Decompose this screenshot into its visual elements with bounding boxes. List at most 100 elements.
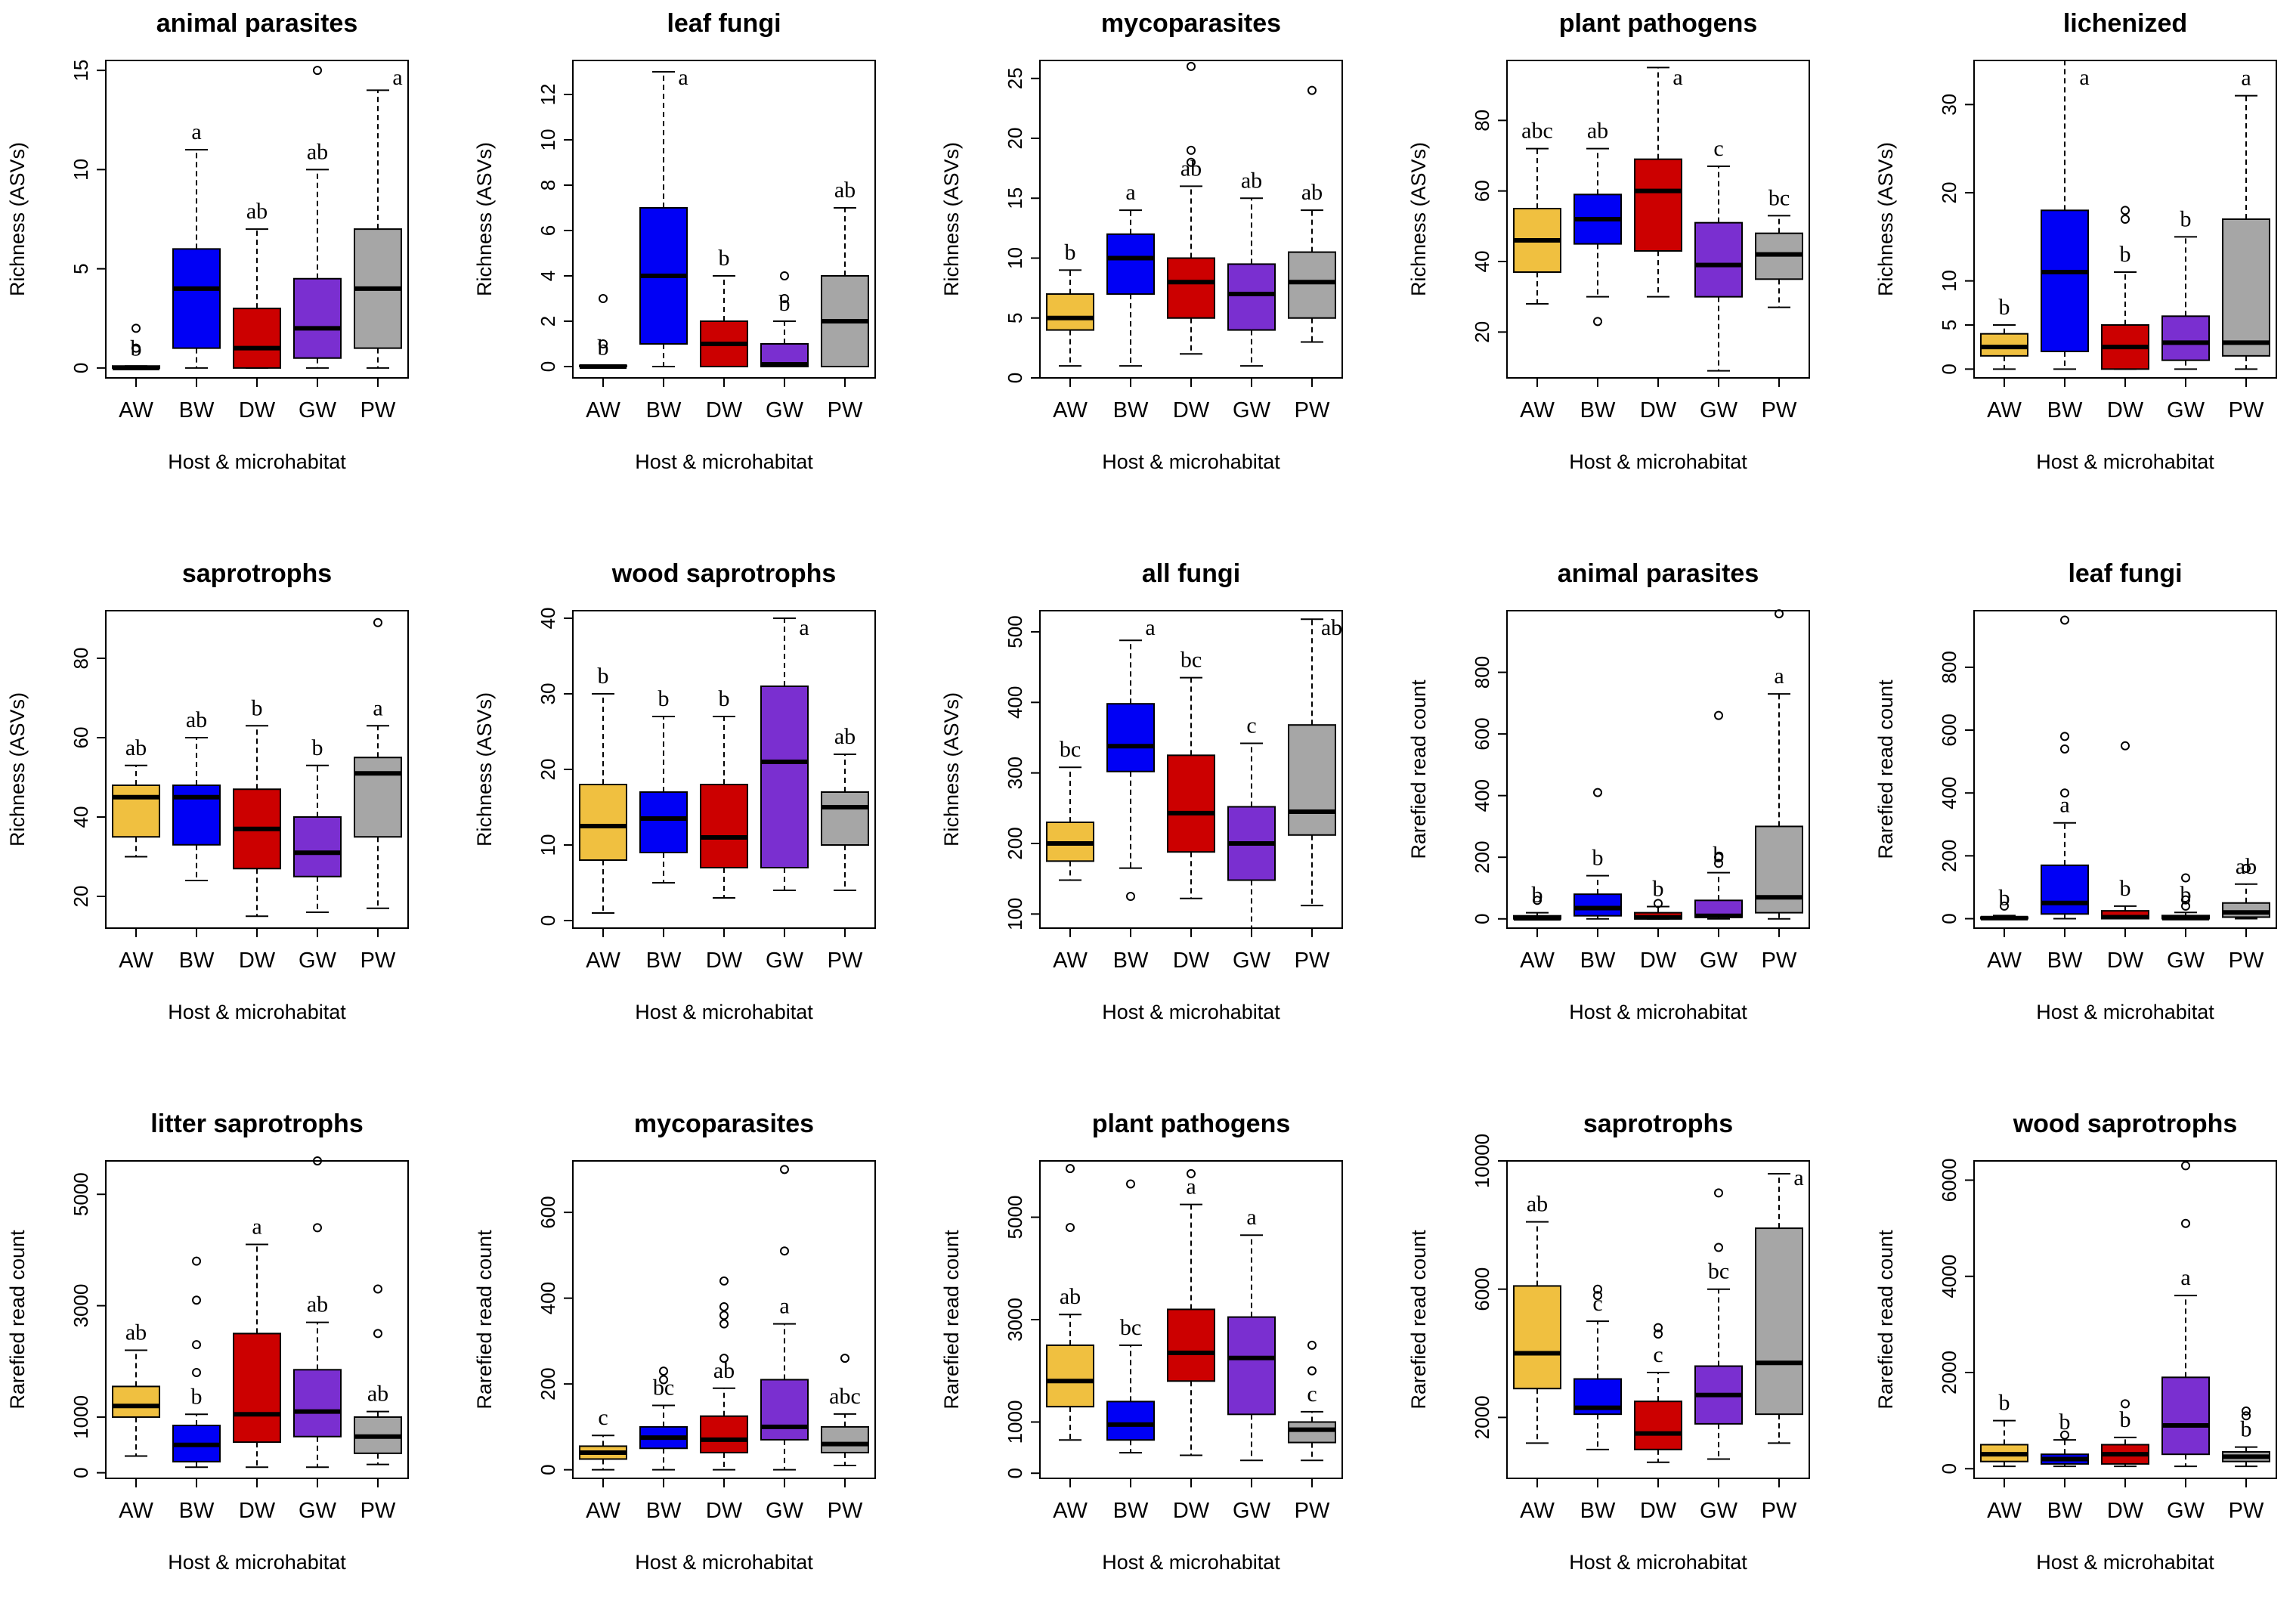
x-tick-label: BW xyxy=(179,398,215,422)
significance-letter: b xyxy=(1999,885,2010,910)
y-tick-label: 6 xyxy=(537,225,559,236)
outlier-point xyxy=(1066,1223,1075,1233)
x-tick-label: DW xyxy=(1173,949,1210,973)
x-axis-label: Host & microhabitat xyxy=(168,1001,346,1023)
iqr-box xyxy=(1106,233,1155,296)
x-tick-label: PW xyxy=(360,1499,396,1523)
x-tick-label: PW xyxy=(828,949,863,973)
panel-title: all fungi xyxy=(1142,559,1240,588)
significance-letter: ab xyxy=(307,139,328,164)
box-DW: DW a xyxy=(1634,65,1683,422)
outlier-point xyxy=(780,1165,789,1175)
box-GW: GW b xyxy=(293,735,342,973)
y-tick-label: 6000 xyxy=(1471,1267,1493,1311)
outlier-point xyxy=(659,1366,668,1376)
y-tick-label: 400 xyxy=(1938,776,1960,809)
outlier-point xyxy=(373,1329,382,1339)
y-tick-label: 20 xyxy=(1938,182,1960,204)
iqr-box xyxy=(1755,825,1803,914)
outlier-point xyxy=(1593,317,1602,327)
significance-letter: b xyxy=(2180,882,2192,907)
significance-letter: b xyxy=(252,695,263,720)
y-tick-label: 15 xyxy=(1004,187,1026,209)
iqr-box xyxy=(293,277,342,359)
outlier-point xyxy=(2242,1406,2251,1416)
box-PW: PW ab xyxy=(1288,615,1342,973)
outlier-point xyxy=(1126,892,1135,901)
y-tick-label: 10 xyxy=(1938,270,1960,292)
box-AW: AW abc xyxy=(1513,119,1561,422)
outlier-point xyxy=(373,1284,382,1294)
significance-letter: b xyxy=(1592,846,1604,871)
x-tick-label: BW xyxy=(179,1499,215,1523)
iqr-box xyxy=(1288,724,1336,836)
y-tick-label: 600 xyxy=(537,1196,559,1228)
significance-letter: b xyxy=(191,1384,203,1409)
x-tick-label: GW xyxy=(1233,398,1271,422)
outlier-point xyxy=(1307,1340,1317,1350)
box-GW: GW a xyxy=(760,615,809,973)
y-tick-label: 1000 xyxy=(1004,1400,1026,1444)
box-BW: BW bc xyxy=(1106,1179,1155,1523)
box-BW: BW a xyxy=(639,65,688,422)
iqr-box xyxy=(2041,864,2089,915)
box-GW: GW ab xyxy=(293,66,342,422)
significance-letter: c xyxy=(1307,1382,1317,1407)
significance-letter: b xyxy=(2120,1407,2131,1432)
y-tick-label: 80 xyxy=(70,648,92,670)
y-axis-label: Rarefied read count xyxy=(6,1230,29,1410)
box-AW: AW bc xyxy=(1046,737,1094,973)
y-tick-label: 12 xyxy=(537,84,559,106)
outlier-point xyxy=(1187,157,1196,167)
outlier-point xyxy=(1307,1366,1317,1376)
box-BW: BW a xyxy=(2041,60,2090,422)
panel-8: all fungi 100 200 300 400 500 Richness (ASVs) A… xyxy=(940,559,1343,1023)
x-tick-label: DW xyxy=(239,398,276,422)
x-tick-label: DW xyxy=(2107,1499,2144,1523)
x-tick-label: GW xyxy=(1233,949,1271,973)
y-axis-label: Rarefied read count xyxy=(1407,1230,1430,1410)
y-tick-label: 500 xyxy=(1004,615,1026,648)
box-BW: BW b xyxy=(1573,788,1622,973)
panel-2: leaf fungi 0 2 4 6 8 10 12 Richness (ASVs) AW b BW a… xyxy=(473,9,876,473)
x-axis-label: Host & microhabitat xyxy=(168,1551,346,1574)
outlier-point xyxy=(1066,1164,1075,1174)
outlier-point xyxy=(132,323,141,333)
x-axis-label: Host & microhabitat xyxy=(1569,1001,1747,1023)
y-tick-label: 5 xyxy=(1004,313,1026,323)
outlier-point xyxy=(2181,1161,2190,1171)
significance-letter: b xyxy=(1713,843,1725,868)
iqr-box xyxy=(821,791,869,846)
significance-letter: b xyxy=(779,291,791,316)
significance-letter: a xyxy=(1145,615,1155,640)
x-tick-label: AW xyxy=(119,949,153,973)
x-tick-label: BW xyxy=(1580,398,1616,422)
box-PW: PW ab xyxy=(821,724,869,973)
iqr-box xyxy=(1046,1344,1094,1408)
iqr-box xyxy=(760,686,809,868)
outlier-point xyxy=(1714,1243,1723,1252)
y-axis-label: Richness (ASVs) xyxy=(1874,142,1897,296)
x-tick-label: GW xyxy=(1233,1499,1271,1523)
significance-letter: bc xyxy=(1120,1315,1141,1340)
significance-letter: b xyxy=(2241,1417,2252,1442)
panel-3: mycoparasites 0 5 10 15 20 25 Richness (ASVs) AW… xyxy=(940,9,1343,473)
x-tick-label: PW xyxy=(1295,1499,1330,1523)
y-tick-label: 0 xyxy=(1938,913,1960,924)
y-tick-label: 30 xyxy=(1938,94,1960,116)
x-tick-label: PW xyxy=(2229,1499,2264,1523)
significance-letter: a xyxy=(799,615,809,640)
iqr-box xyxy=(172,248,221,349)
outlier-point xyxy=(2060,744,2069,754)
y-tick-label: 20 xyxy=(70,886,92,908)
outlier-point xyxy=(1187,61,1196,71)
outlier-point xyxy=(1714,710,1723,720)
y-axis-label: Rarefied read count xyxy=(473,1230,496,1410)
x-axis-label: Host & microhabitat xyxy=(635,1001,813,1023)
box-PW: PW ab xyxy=(821,178,869,422)
y-tick-label: 0 xyxy=(1938,1463,1960,1474)
significance-letter: ab xyxy=(1587,119,1608,144)
significance-letter: a xyxy=(779,1294,789,1319)
box-AW: AW ab xyxy=(1046,1164,1094,1523)
x-tick-label: DW xyxy=(239,949,276,973)
